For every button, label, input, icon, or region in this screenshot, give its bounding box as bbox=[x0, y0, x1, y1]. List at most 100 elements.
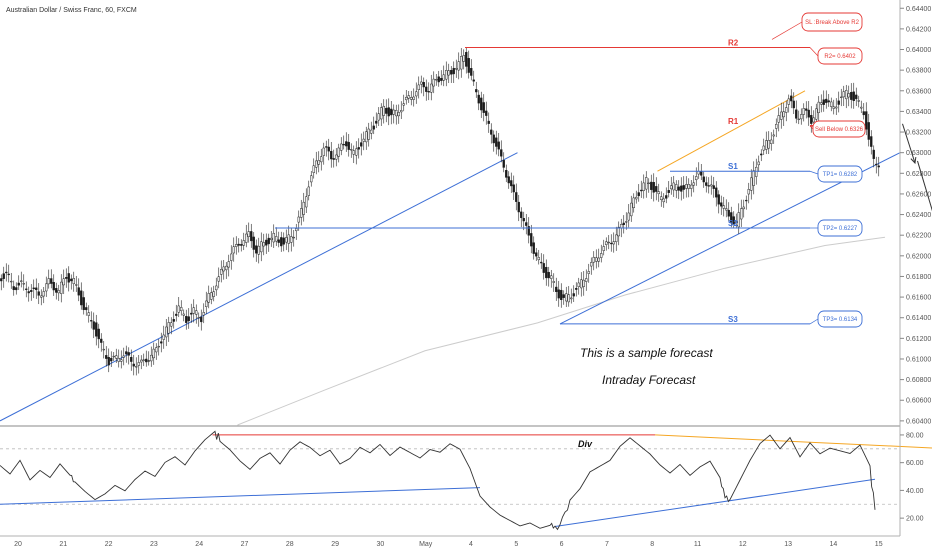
candle-body bbox=[713, 186, 715, 189]
candle-body bbox=[178, 306, 180, 312]
date-tick-label: 30 bbox=[377, 541, 385, 548]
candle-body bbox=[193, 308, 195, 314]
candle-body bbox=[773, 135, 775, 136]
candle-body bbox=[728, 210, 730, 216]
callout-text: R2= 0.6402 bbox=[824, 54, 856, 60]
candle-body bbox=[443, 75, 445, 80]
candle-body bbox=[633, 198, 635, 208]
candle-body bbox=[215, 286, 217, 290]
price-tick-label: 0.61400 bbox=[906, 315, 931, 322]
price-tick-label: 0.62400 bbox=[906, 212, 931, 219]
candle-body bbox=[540, 262, 542, 263]
candle-body bbox=[348, 142, 350, 149]
candle-body bbox=[518, 202, 520, 212]
date-tick-label: 20 bbox=[14, 541, 22, 548]
candle-body bbox=[458, 62, 460, 70]
date-tick-label: 14 bbox=[830, 541, 838, 548]
candle-body bbox=[273, 233, 275, 242]
candle-body bbox=[625, 221, 627, 222]
candle-body bbox=[113, 356, 115, 357]
candle-body bbox=[813, 118, 815, 122]
date-tick-label: 7 bbox=[605, 541, 609, 548]
date-tick-label: 12 bbox=[739, 541, 747, 548]
candle-body bbox=[523, 218, 525, 221]
candle-body bbox=[553, 281, 555, 282]
candle-body bbox=[578, 283, 580, 287]
callout-text: TP1= 0.6282 bbox=[823, 172, 858, 178]
candle-body bbox=[645, 177, 647, 189]
date-tick-label: 28 bbox=[286, 541, 294, 548]
candle-body bbox=[868, 122, 870, 139]
candle-body bbox=[8, 274, 10, 275]
candle-body bbox=[513, 185, 515, 192]
candle-body bbox=[538, 257, 540, 259]
candle-body bbox=[420, 82, 422, 84]
price-tick-label: 0.63000 bbox=[906, 150, 931, 157]
candle-body bbox=[323, 148, 325, 156]
candle-body bbox=[195, 311, 197, 315]
candle-body bbox=[230, 254, 232, 261]
candle-body bbox=[5, 272, 7, 273]
candle-body bbox=[740, 209, 742, 219]
candle-body bbox=[878, 166, 880, 167]
candle-body bbox=[275, 236, 277, 241]
candle-body bbox=[805, 109, 807, 111]
candle-body bbox=[330, 151, 332, 159]
level-label-s1: S1 bbox=[728, 162, 738, 171]
candle-body bbox=[20, 281, 22, 282]
candle-body bbox=[465, 52, 467, 66]
candle-body bbox=[660, 197, 662, 200]
candle-body bbox=[413, 97, 415, 100]
candle-body bbox=[510, 181, 512, 186]
price-tick-label: 0.64400 bbox=[906, 6, 931, 13]
candle-body bbox=[478, 95, 480, 103]
candle-body bbox=[693, 183, 695, 185]
candle-body bbox=[760, 154, 762, 155]
candle-body bbox=[818, 102, 820, 113]
date-tick-label: 4 bbox=[469, 541, 473, 548]
price-tick-label: 0.63800 bbox=[906, 68, 931, 75]
candle-body bbox=[815, 109, 817, 120]
candle-body bbox=[110, 358, 112, 361]
candle-body bbox=[308, 187, 310, 196]
candle-body bbox=[130, 357, 132, 361]
candle-body bbox=[410, 97, 412, 99]
price-tick-label: 0.60400 bbox=[906, 418, 931, 425]
candle-body bbox=[848, 93, 850, 97]
candle-body bbox=[583, 280, 585, 286]
candle-body bbox=[318, 160, 320, 164]
candle-body bbox=[828, 101, 830, 102]
candle-body bbox=[300, 208, 302, 217]
candle-body bbox=[778, 116, 780, 123]
candle-body bbox=[543, 263, 545, 272]
candle-body bbox=[298, 217, 300, 222]
candle-body bbox=[870, 137, 872, 147]
candle-body bbox=[673, 183, 675, 190]
candle-body bbox=[678, 187, 680, 191]
price-tick-label: 0.62800 bbox=[906, 171, 931, 178]
candle-body bbox=[188, 317, 190, 321]
candle-body bbox=[360, 143, 362, 147]
rsi-tick-label: 60.00 bbox=[906, 460, 924, 467]
candle-body bbox=[3, 274, 5, 279]
candle-body bbox=[745, 200, 747, 201]
candle-body bbox=[210, 293, 212, 300]
candle-body bbox=[293, 237, 295, 238]
candle-body bbox=[408, 96, 410, 99]
candle-body bbox=[390, 109, 392, 115]
candle-body bbox=[315, 161, 317, 167]
candle-body bbox=[295, 228, 297, 230]
candle-body bbox=[718, 195, 720, 205]
price-tick-label: 0.61600 bbox=[906, 295, 931, 302]
candle-body bbox=[790, 96, 792, 101]
price-tick-label: 0.62200 bbox=[906, 233, 931, 240]
candle-body bbox=[608, 242, 610, 243]
candle-body bbox=[10, 281, 12, 282]
candle-body bbox=[208, 293, 210, 302]
candle-body bbox=[648, 183, 650, 184]
candle-body bbox=[118, 358, 120, 361]
candle-body bbox=[875, 164, 877, 165]
level-label-s2: S2 bbox=[728, 219, 738, 228]
candle-body bbox=[260, 242, 262, 252]
